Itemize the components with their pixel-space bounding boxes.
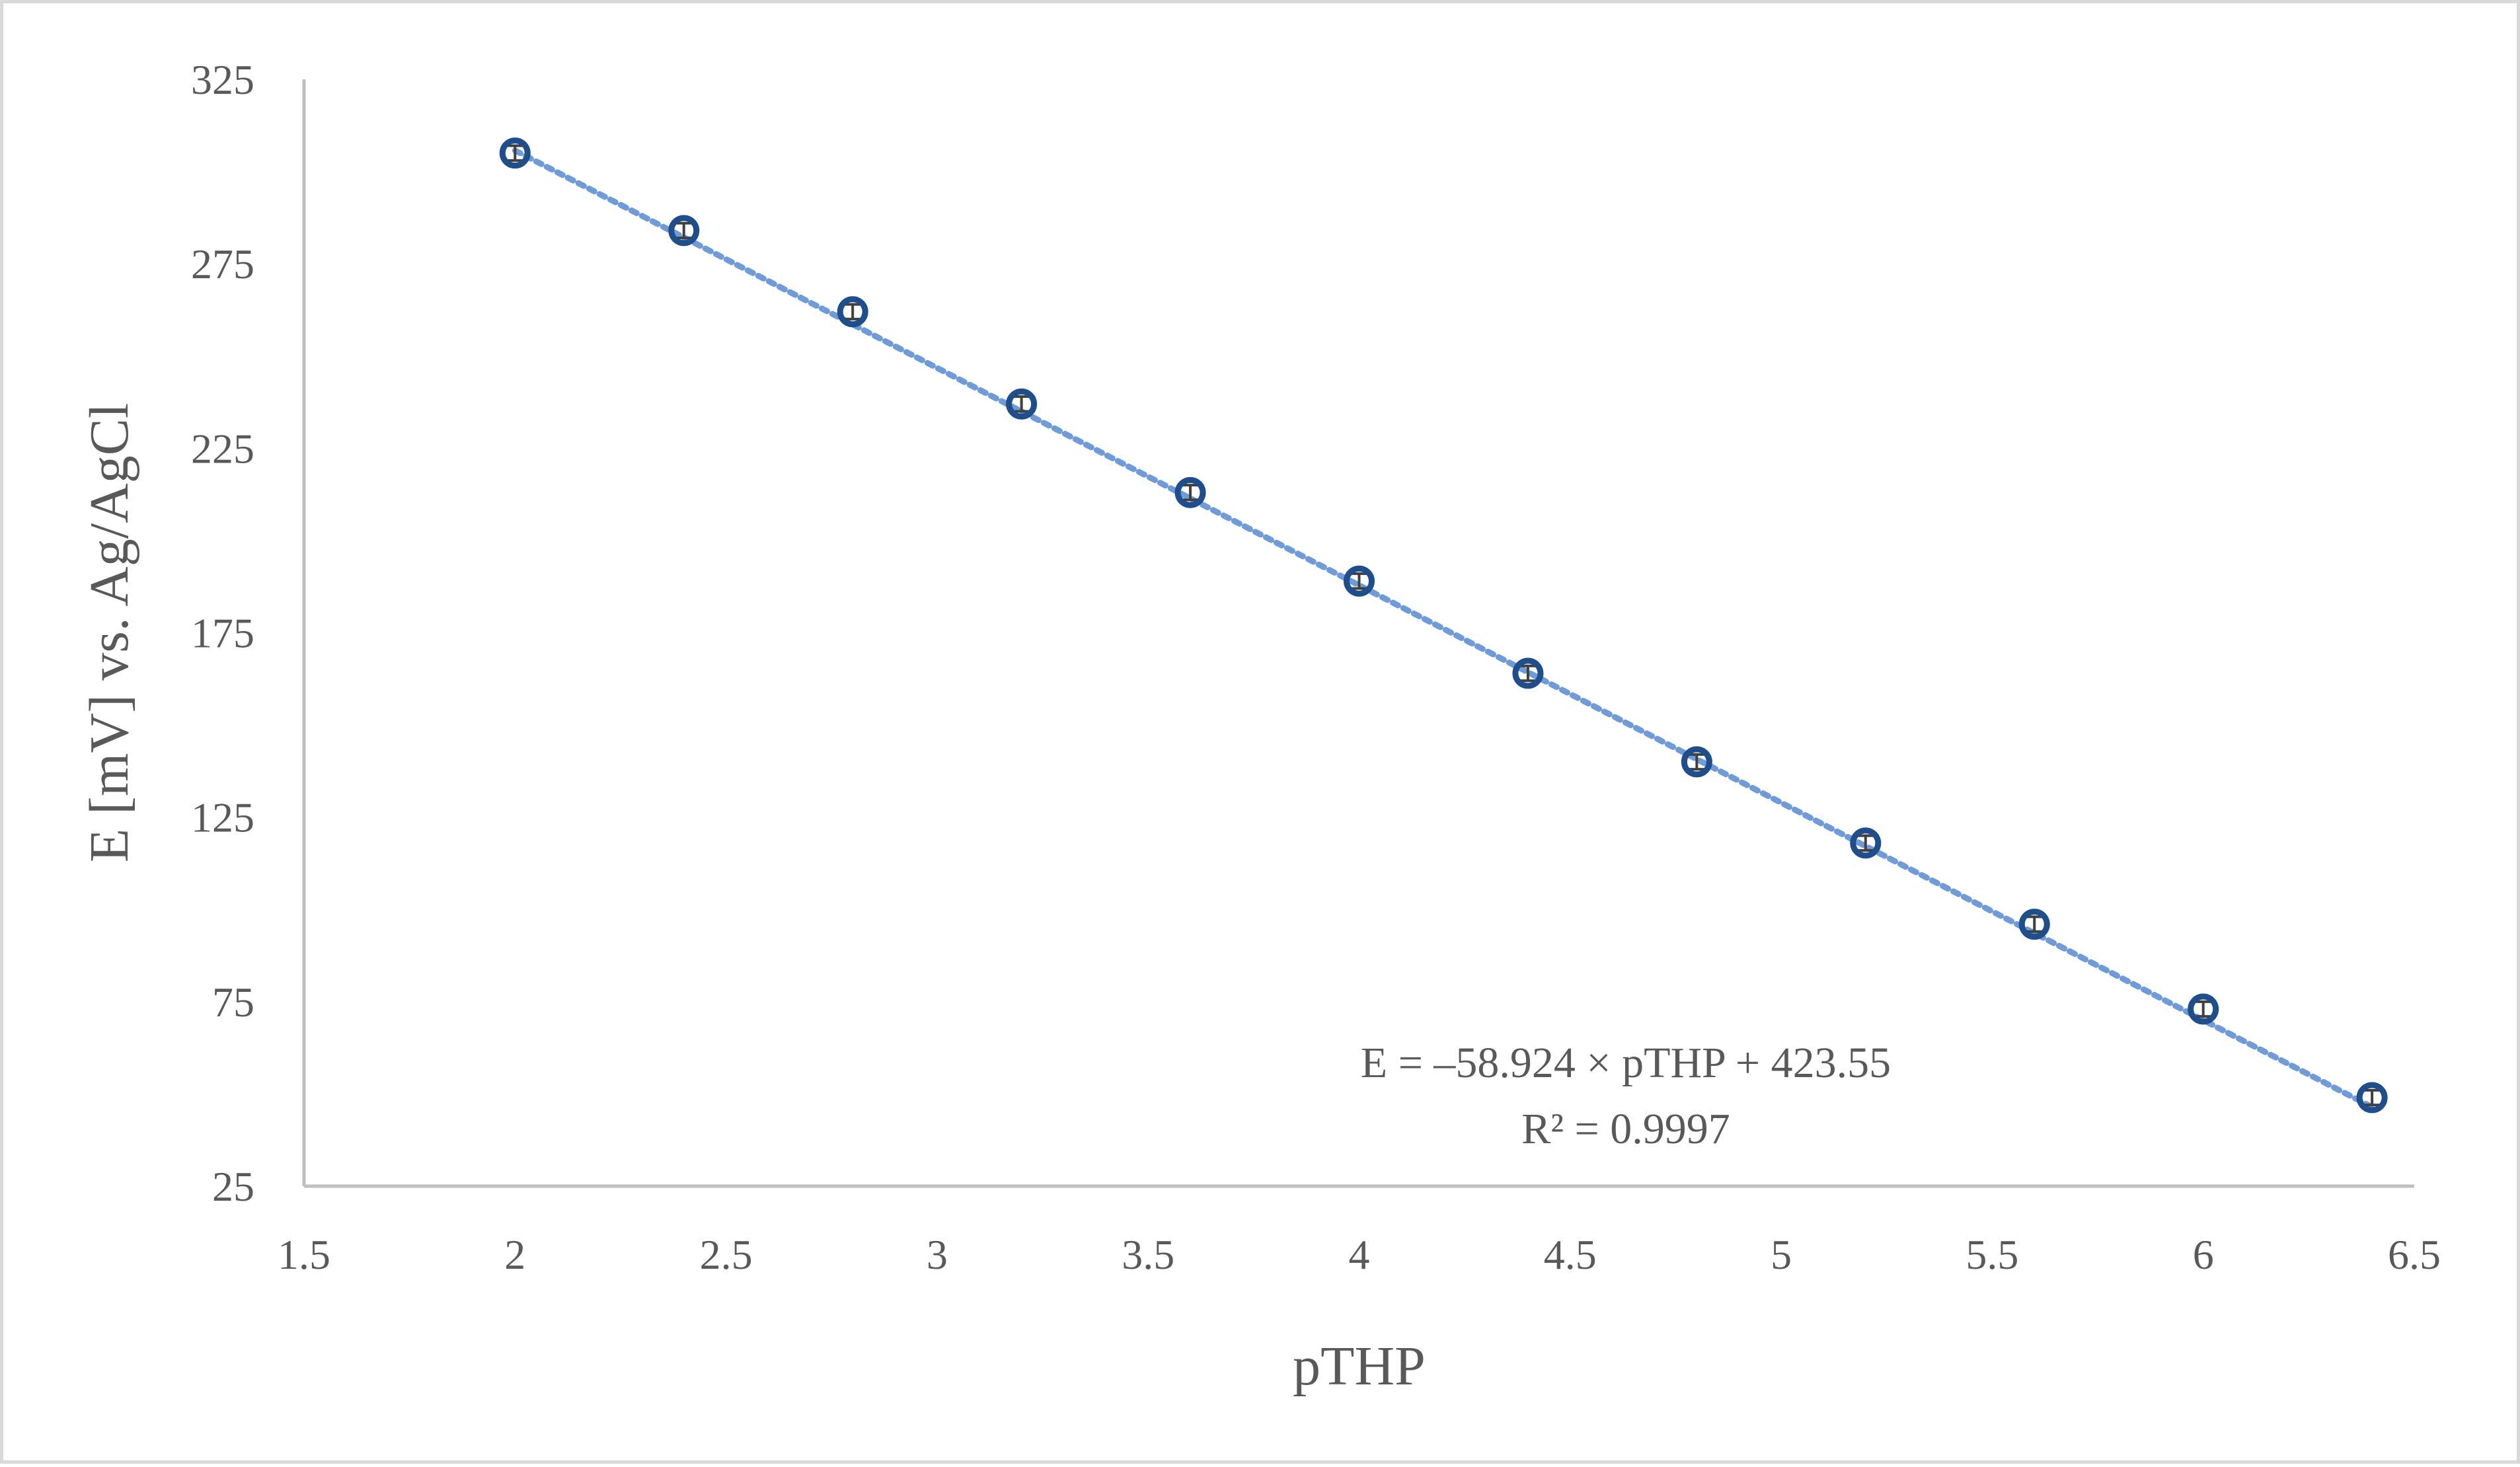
point-marker: [499, 137, 531, 169]
point-marker: [1344, 565, 1375, 597]
data-point: [1344, 565, 1375, 597]
data-point: [668, 215, 700, 246]
x-tick-label: 6.5: [2388, 1231, 2441, 1278]
data-point: [1006, 388, 1038, 420]
data-point: [2188, 993, 2219, 1025]
data-point: [1681, 746, 1712, 778]
y-tick-label: 275: [191, 241, 254, 287]
scatter-chart: 1.5 2 2.5 3 3.5 4 4.5 5 5.5 6 6.5 25 75 125 175 225 275…: [79, 56, 2441, 1397]
point-marker: [2356, 1082, 2388, 1113]
point-marker: [668, 215, 700, 246]
x-tick-label: 3: [927, 1231, 948, 1278]
data-point: [837, 296, 868, 328]
x-tick-label: 1.5: [278, 1231, 330, 1278]
trendline-equation: E = –58.924 × pTHP + 423.55: [1361, 1039, 1891, 1087]
point-marker: [1006, 388, 1038, 420]
y-tick-labels: 25 75 125 175 225 275 325: [191, 56, 254, 1210]
trendline: [512, 147, 2375, 1110]
data-point: [1850, 827, 1882, 859]
x-tick-labels: 1.5 2 2.5 3 3.5 4 4.5 5 5.5 6 6.5: [278, 1231, 2441, 1278]
x-tick-label: 4: [1349, 1231, 1370, 1278]
x-tick-label: 5.5: [1966, 1231, 2018, 1278]
y-tick-label: 225: [191, 425, 254, 472]
y-axis-title: E [mV] vs. Ag/AgCl: [79, 403, 140, 862]
data-points: [499, 137, 2388, 1113]
y-tick-label: 25: [212, 1163, 254, 1210]
y-tick-label: 175: [191, 610, 254, 657]
x-tick-label: 2: [504, 1231, 525, 1278]
data-point: [1174, 476, 1206, 508]
y-tick-label: 125: [191, 794, 254, 841]
x-tick-label: 6: [2193, 1231, 2214, 1278]
trendline-layer: [512, 147, 2375, 1110]
x-tick-label: 3.5: [1122, 1231, 1174, 1278]
point-marker: [1512, 658, 1544, 689]
data-point: [1512, 658, 1544, 689]
point-marker: [2018, 909, 2050, 940]
data-point: [499, 137, 531, 169]
data-point: [2356, 1082, 2388, 1113]
point-marker: [1681, 746, 1712, 778]
x-tick-label: 2.5: [700, 1231, 753, 1278]
r-squared-label: R² = 0.9997: [1521, 1105, 1730, 1153]
y-tick-label: 75: [212, 979, 254, 1026]
x-tick-label: 5: [1771, 1231, 1792, 1278]
point-marker: [1174, 476, 1206, 508]
x-axis-title: pTHP: [1293, 1335, 1426, 1397]
data-point: [2018, 909, 2050, 940]
y-tick-label: 325: [191, 56, 254, 103]
axes: [302, 79, 2414, 1188]
point-marker: [1850, 827, 1882, 859]
point-marker: [837, 296, 868, 328]
x-tick-label: 4.5: [1544, 1231, 1597, 1278]
point-marker: [2188, 993, 2219, 1025]
